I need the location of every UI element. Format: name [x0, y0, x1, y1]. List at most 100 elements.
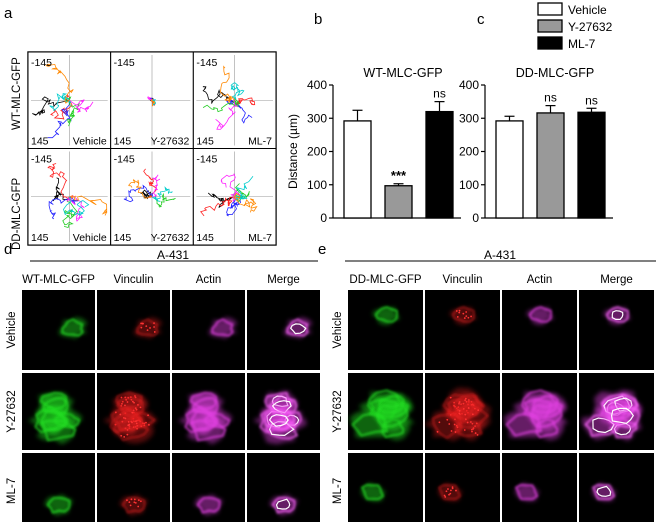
vinculin-spot	[470, 315, 472, 318]
vinculin-spot	[137, 499, 140, 502]
vinculin-spot	[126, 433, 129, 436]
merge-highlight	[275, 498, 291, 510]
vinculin-spot	[458, 401, 461, 403]
cell-glow	[446, 399, 492, 433]
vinculin-spot	[471, 413, 474, 416]
y-tick-label: 200	[307, 145, 327, 159]
cell-track	[69, 195, 108, 216]
micrograph-channel-merge	[247, 290, 320, 370]
micrograph-channel-vinculin	[424, 373, 500, 450]
vinculin-spot	[135, 408, 138, 411]
vinculin-spot	[134, 407, 137, 410]
cell-outline	[438, 484, 461, 500]
track-axis-min-label: -145	[31, 57, 52, 69]
vinculin-spot	[153, 322, 155, 325]
vinculin-spot	[133, 498, 136, 501]
cell-outline	[264, 410, 296, 431]
y-tick-label: 400	[459, 78, 479, 92]
merge-highlight	[596, 485, 612, 497]
vinculin-spot	[471, 430, 473, 433]
cell-outline	[117, 397, 144, 417]
vinculin-spot	[449, 492, 452, 495]
cell-outline	[46, 496, 71, 514]
vinculin-spot	[444, 496, 447, 498]
track-axis-max-label: 145	[114, 232, 132, 244]
cell-glow	[371, 400, 415, 431]
cell-outline	[196, 496, 221, 514]
vinculin-spot	[448, 423, 451, 425]
vinculin-spot	[467, 407, 470, 409]
micrograph-channel-merge	[579, 373, 654, 450]
track-plot-cell: -145 145 Vehicle	[27, 51, 112, 149]
vinculin-spot	[469, 421, 472, 423]
y-tick-label: 200	[459, 145, 479, 159]
panel-letter-e: e	[318, 241, 326, 258]
cell-outline	[605, 306, 629, 323]
significance-label: ns	[585, 93, 598, 107]
vinculin-spot	[464, 413, 467, 416]
micrograph-channel-vinculin	[97, 373, 170, 450]
y-tick-label: 300	[307, 111, 327, 125]
vinculin-spot	[438, 421, 441, 424]
cell-track	[48, 196, 79, 220]
cell-outline	[515, 484, 539, 500]
column-label: Vinculin	[442, 274, 482, 286]
row-label-dd: DD-MLC-GFP	[11, 177, 23, 250]
vinculin-spot	[463, 317, 466, 319]
vinculin-spot	[133, 401, 135, 404]
track-plot-cell: -145 145 Y-27632	[110, 148, 194, 246]
cell-track	[230, 82, 245, 101]
micrograph-channel-actin	[502, 290, 577, 370]
panel-d-title: A-431	[157, 248, 189, 262]
vinculin-spot	[455, 489, 457, 492]
vinculin-spot	[123, 435, 126, 438]
chart-title: DD-MLC-GFP	[516, 66, 594, 80]
vinculin-spot	[131, 400, 134, 403]
cell-track	[234, 97, 256, 106]
significance-label: ns	[544, 91, 557, 105]
row-label-wt: WT-MLC-GFP	[11, 57, 23, 130]
panel-e-title: A-431	[484, 248, 516, 262]
micrograph-channel-vinculin	[425, 453, 500, 522]
cell-track	[207, 192, 235, 208]
vinculin-spot	[135, 422, 138, 425]
vinculin-spot	[129, 504, 132, 507]
track-axis-max-label: 145	[196, 232, 214, 244]
panel-letter-c: c	[477, 11, 485, 28]
track-axis-max-label: 145	[196, 136, 214, 148]
vinculin-spot	[120, 396, 123, 399]
vinculin-spot	[449, 396, 452, 399]
bar-ml-7	[577, 111, 606, 219]
track-condition-label: Vehicle	[73, 136, 107, 148]
micrograph-channel-gfp	[348, 453, 423, 522]
track-axis-min-label: -145	[31, 154, 52, 166]
y-tick-label: 300	[459, 111, 479, 125]
cell-track	[64, 96, 81, 127]
track-condition-label: ML-7	[248, 136, 272, 148]
vinculin-spot	[477, 409, 480, 412]
vinculin-spot	[467, 399, 470, 401]
vinculin-spot	[121, 402, 123, 405]
vinculin-spot	[137, 403, 139, 406]
cell-glow	[111, 407, 149, 434]
panel-letter-a: a	[4, 5, 13, 22]
cell-outline	[190, 410, 218, 431]
cell-outline	[61, 318, 84, 337]
micrograph-background	[579, 290, 654, 370]
track-plot-cell: -145 145 Vehicle	[27, 148, 112, 246]
micrograph-channel-vinculin	[425, 290, 500, 370]
cell-track	[66, 194, 85, 222]
micrograph-background	[579, 453, 654, 522]
legend-label-ml7: ML-7	[568, 37, 596, 51]
bar-vehicle	[495, 120, 524, 219]
column-label: Merge	[267, 274, 300, 286]
bar-y-27632	[384, 185, 413, 219]
cell-track	[45, 63, 74, 104]
panel-letter-b: b	[314, 11, 322, 28]
micrograph-channel-actin	[172, 290, 245, 370]
cell-outline	[122, 497, 146, 514]
vinculin-spot	[147, 414, 149, 417]
vinculin-spot	[466, 421, 469, 424]
